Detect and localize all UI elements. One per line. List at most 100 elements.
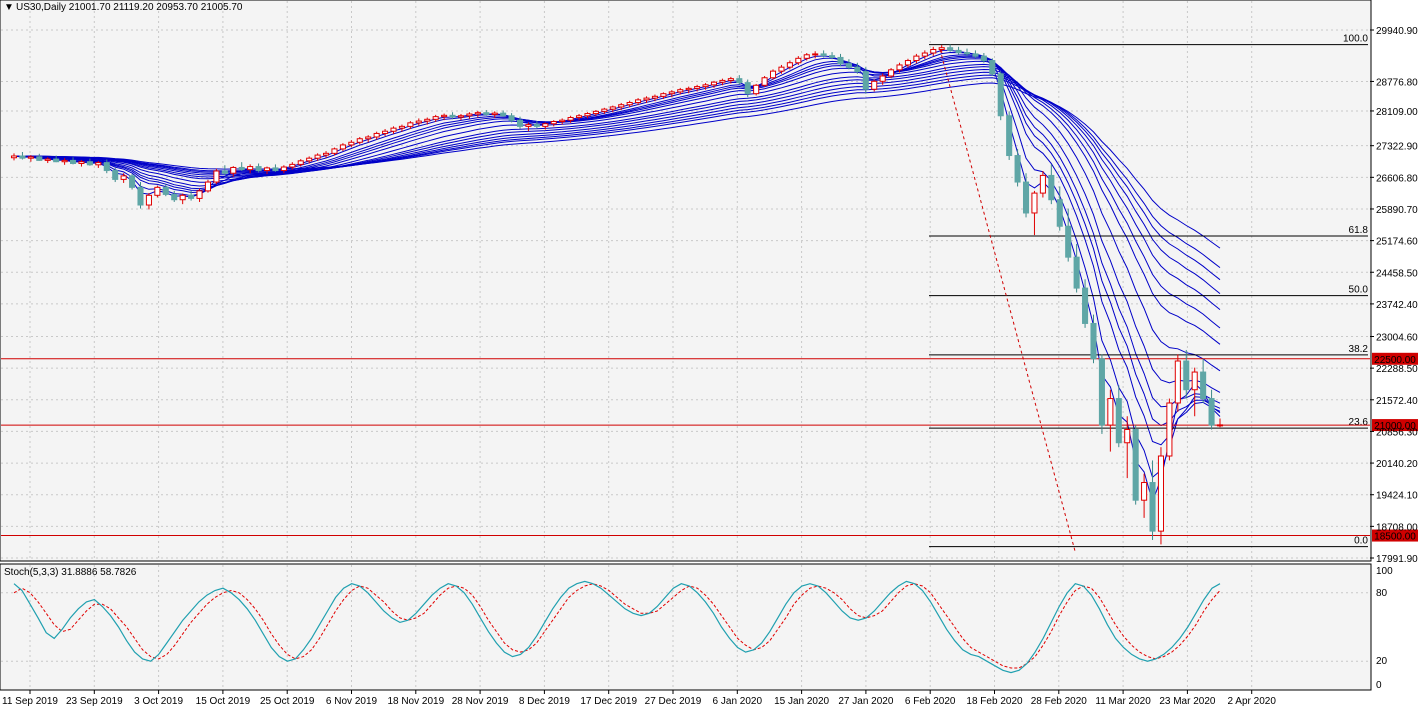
time-tick-label: 17 Dec 2019 <box>580 696 637 707</box>
candle-body <box>112 170 119 180</box>
candle-body <box>702 84 709 88</box>
candle-body <box>95 162 102 166</box>
stoch-signal-line <box>13 583 1221 669</box>
candle-body <box>162 186 169 195</box>
price-tick-label: 28776.80 <box>1376 77 1418 88</box>
candle-body <box>1149 482 1156 532</box>
candle-body <box>1216 424 1224 427</box>
fib-level-label: 61.8 <box>1349 225 1369 236</box>
candle-body <box>120 175 127 180</box>
candle-body <box>584 113 591 117</box>
candle-body <box>230 166 237 174</box>
candle-body <box>289 163 296 168</box>
time-tick-label: 15 Jan 2020 <box>774 696 829 707</box>
candle-body <box>1056 199 1063 227</box>
candle-body <box>820 53 827 57</box>
price-tick-label: 28109.00 <box>1376 107 1418 118</box>
price-tick-label: 22288.50 <box>1376 364 1418 375</box>
candle-body <box>398 125 405 129</box>
candle-body <box>947 47 954 51</box>
candle-body <box>778 66 785 72</box>
candle-body <box>803 54 810 59</box>
candle-body <box>829 55 836 58</box>
time-tick-label: 6 Nov 2019 <box>326 696 378 707</box>
candle-body <box>1048 174 1055 201</box>
ma-line <box>14 82 1221 249</box>
price-tick-label: 23742.40 <box>1376 300 1418 311</box>
candle-body <box>441 114 448 118</box>
price-tick-label: 17991.90 <box>1376 554 1418 565</box>
candle-body <box>483 112 490 115</box>
candle-body <box>1090 322 1097 360</box>
candle-body <box>10 155 18 159</box>
price-level-tag-label: 18500.00 <box>1374 532 1416 543</box>
candle-body <box>660 93 667 97</box>
stoch-title: Stoch(5,3,3) 31.8886 58.7826 <box>4 567 137 578</box>
candle-body <box>837 56 844 65</box>
ma-line <box>13 56 1221 408</box>
candle-body <box>297 160 304 165</box>
candle-body <box>592 110 599 115</box>
price-level-tag <box>1372 352 1418 365</box>
candle-body <box>61 159 68 163</box>
candle-body <box>533 124 540 127</box>
candle-body <box>280 166 287 172</box>
candle-body <box>1200 371 1207 400</box>
candle-body <box>930 48 937 54</box>
ma-line <box>13 58 1221 393</box>
candle-body <box>204 181 212 192</box>
candle-body <box>103 162 110 172</box>
time-tick-label: 23 Mar 2020 <box>1159 696 1216 707</box>
candle-body <box>888 69 895 77</box>
candle-body <box>466 113 473 117</box>
fib-level-label: 50.0 <box>1349 285 1369 296</box>
candle-body <box>854 66 861 73</box>
candle-body <box>1183 360 1190 391</box>
candle-body <box>710 81 718 86</box>
chart-title: US30,Daily 21001.70 21119.20 20953.70 21… <box>16 2 243 13</box>
price-tick-label: 20856.30 <box>1376 427 1418 438</box>
candle-body <box>618 104 625 108</box>
candle-body <box>221 170 228 174</box>
stochastic-lines <box>1 580 1370 674</box>
candle-body <box>1006 115 1013 157</box>
price-tick-label: 26606.80 <box>1376 173 1418 184</box>
candle-body <box>238 166 245 171</box>
candle-body <box>904 60 911 66</box>
candle-body <box>306 157 313 162</box>
candle-body <box>44 158 51 161</box>
price-tick-label: 21572.40 <box>1376 396 1418 407</box>
candle-body <box>36 156 43 161</box>
candle-body <box>331 148 338 154</box>
fib-level-label: 0.0 <box>1354 536 1368 547</box>
stoch-panel-bg <box>0 563 1372 691</box>
price-level-tag <box>1372 419 1418 432</box>
candle-body <box>137 186 144 206</box>
stoch-main-line <box>13 580 1221 674</box>
dropdown-arrow-icon[interactable]: ▼ <box>4 2 14 13</box>
candle-body <box>1124 428 1131 444</box>
candle-body <box>390 127 397 132</box>
ma-line <box>13 55 1221 427</box>
candle-body <box>601 108 608 112</box>
candle-body <box>314 154 321 159</box>
candle-body <box>415 120 422 124</box>
candle-body <box>196 190 203 199</box>
stoch-tick-label: 20 <box>1376 656 1388 667</box>
time-tick-label: 27 Jan 2020 <box>838 696 893 707</box>
candle-body <box>972 53 979 57</box>
candle-body <box>1191 371 1198 391</box>
stoch-tick-label: 80 <box>1376 588 1388 599</box>
candle-body <box>213 170 220 183</box>
candle-body <box>1022 181 1030 214</box>
candle-body <box>677 89 684 93</box>
candle-body <box>542 123 549 127</box>
candle-body <box>955 49 962 54</box>
price-levels: 22500.00 21000.00 18500.00 <box>1 352 1418 543</box>
time-tick-label: 28 Feb 2020 <box>1031 696 1088 707</box>
candle-body <box>559 119 566 123</box>
time-axis: 11 Sep 2019 23 Sep 2019 3 Oct 2019 15 Oct 2… <box>2 690 1276 707</box>
price-tick-label: 18708.00 <box>1376 522 1418 533</box>
